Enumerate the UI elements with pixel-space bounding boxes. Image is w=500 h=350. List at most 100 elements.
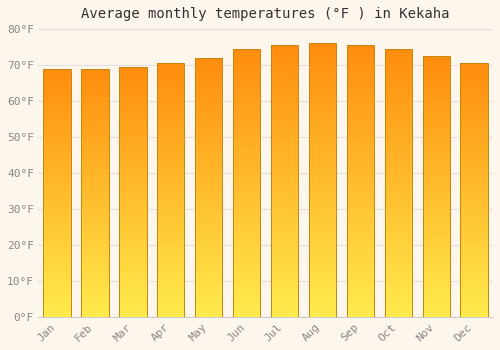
Bar bbox=[157, 228, 184, 230]
Bar bbox=[346, 172, 374, 173]
Bar bbox=[460, 129, 487, 131]
Bar bbox=[195, 124, 222, 125]
Bar bbox=[271, 270, 298, 271]
Bar bbox=[233, 308, 260, 309]
Bar bbox=[422, 110, 450, 111]
Bar bbox=[346, 204, 374, 206]
Bar bbox=[44, 267, 70, 269]
Bar bbox=[82, 98, 108, 100]
Bar bbox=[346, 174, 374, 176]
Bar bbox=[309, 95, 336, 97]
Bar bbox=[309, 190, 336, 191]
Bar bbox=[119, 256, 146, 257]
Bar bbox=[233, 106, 260, 108]
Bar bbox=[195, 191, 222, 193]
Bar bbox=[233, 252, 260, 253]
Bar bbox=[422, 244, 450, 246]
Bar bbox=[346, 55, 374, 56]
Bar bbox=[44, 169, 70, 171]
Bar bbox=[82, 304, 108, 305]
Bar bbox=[346, 191, 374, 192]
Bar bbox=[157, 113, 184, 114]
Bar bbox=[195, 95, 222, 97]
Bar bbox=[82, 85, 108, 86]
Bar bbox=[195, 184, 222, 185]
Bar bbox=[346, 160, 374, 161]
Bar bbox=[271, 83, 298, 85]
Bar bbox=[460, 95, 487, 96]
Bar bbox=[346, 161, 374, 162]
Bar bbox=[157, 124, 184, 126]
Bar bbox=[384, 149, 412, 151]
Bar bbox=[271, 86, 298, 88]
Bar bbox=[271, 74, 298, 75]
Bar bbox=[271, 191, 298, 192]
Bar bbox=[422, 92, 450, 94]
Bar bbox=[460, 276, 487, 278]
Bar bbox=[119, 303, 146, 305]
Bar bbox=[309, 169, 336, 171]
Bar bbox=[422, 196, 450, 197]
Bar bbox=[195, 255, 222, 257]
Bar bbox=[346, 210, 374, 211]
Bar bbox=[460, 230, 487, 231]
Bar bbox=[82, 230, 108, 232]
Bar bbox=[271, 249, 298, 251]
Bar bbox=[195, 188, 222, 189]
Bar bbox=[422, 85, 450, 86]
Bar bbox=[233, 217, 260, 218]
Bar bbox=[460, 221, 487, 222]
Bar bbox=[82, 146, 108, 147]
Bar bbox=[309, 205, 336, 206]
Bar bbox=[460, 85, 487, 86]
Bar bbox=[309, 187, 336, 189]
Bar bbox=[346, 195, 374, 196]
Bar bbox=[44, 282, 70, 284]
Bar bbox=[157, 133, 184, 134]
Bar bbox=[119, 94, 146, 96]
Bar bbox=[460, 289, 487, 291]
Bar bbox=[460, 249, 487, 250]
Bar bbox=[233, 265, 260, 266]
Bar bbox=[233, 65, 260, 66]
Bar bbox=[195, 234, 222, 236]
Bar bbox=[422, 290, 450, 291]
Bar bbox=[44, 108, 70, 110]
Bar bbox=[422, 273, 450, 274]
Bar bbox=[44, 250, 70, 252]
Bar bbox=[271, 305, 298, 307]
Bar bbox=[44, 206, 70, 208]
Bar bbox=[44, 228, 70, 229]
Bar bbox=[309, 128, 336, 130]
Bar bbox=[233, 218, 260, 219]
Bar bbox=[195, 180, 222, 181]
Bar bbox=[119, 277, 146, 279]
Bar bbox=[119, 282, 146, 284]
Bar bbox=[460, 78, 487, 80]
Bar bbox=[82, 71, 108, 72]
Bar bbox=[195, 316, 222, 317]
Bar bbox=[82, 78, 108, 80]
Bar bbox=[157, 276, 184, 278]
Bar bbox=[346, 151, 374, 153]
Bar bbox=[271, 157, 298, 158]
Bar bbox=[82, 238, 108, 239]
Bar bbox=[346, 274, 374, 275]
Bar bbox=[195, 278, 222, 280]
Bar bbox=[460, 292, 487, 293]
Bar bbox=[82, 117, 108, 118]
Bar bbox=[82, 101, 108, 102]
Bar bbox=[82, 86, 108, 88]
Bar bbox=[309, 239, 336, 241]
Bar bbox=[119, 202, 146, 203]
Bar bbox=[195, 254, 222, 255]
Bar bbox=[157, 201, 184, 202]
Bar bbox=[195, 169, 222, 171]
Bar bbox=[309, 156, 336, 157]
Bar bbox=[44, 265, 70, 266]
Bar bbox=[233, 264, 260, 265]
Bar bbox=[233, 296, 260, 298]
Bar bbox=[195, 210, 222, 211]
Bar bbox=[309, 240, 336, 242]
Bar bbox=[119, 145, 146, 146]
